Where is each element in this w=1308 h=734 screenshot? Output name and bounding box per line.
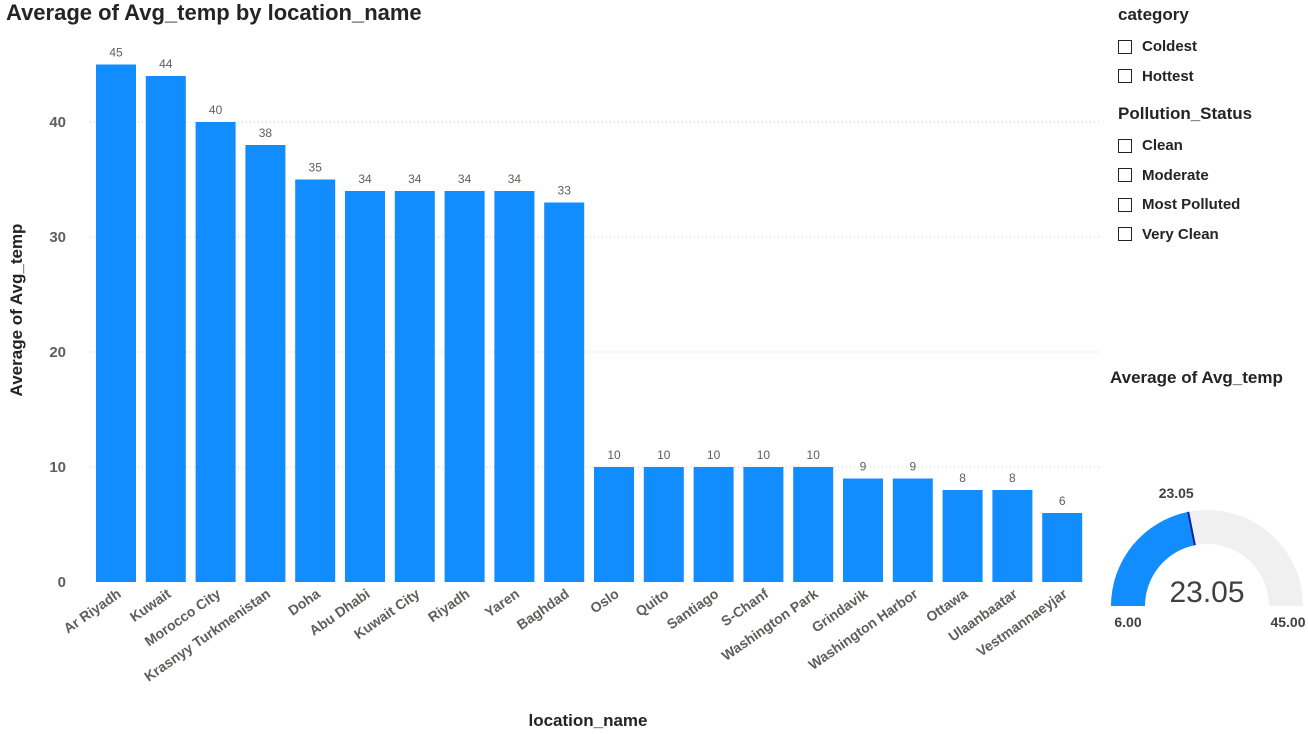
data-label: 40 — [209, 103, 223, 117]
gauge-value: 23.05 — [1169, 576, 1244, 609]
bar — [643, 467, 684, 582]
x-tick-label: Yaren — [482, 585, 522, 620]
y-tick-label: 0 — [58, 574, 66, 591]
bar — [195, 122, 236, 582]
data-label: 33 — [558, 184, 572, 198]
pollution-status-slicer-title: Pollution_Status — [1118, 104, 1253, 123]
slicer-item-label: Most Polluted — [1142, 196, 1241, 214]
bar — [295, 179, 336, 582]
slicer-item-moderate[interactable]: Moderate — [1118, 161, 1252, 191]
data-label: 10 — [707, 448, 721, 462]
gauge-min-label: 6.00 — [1114, 614, 1141, 630]
checkbox-icon[interactable] — [1118, 39, 1132, 54]
data-label: 44 — [159, 57, 173, 71]
gauge-title: Average of Avg_temp — [1110, 368, 1283, 387]
data-label: 45 — [109, 46, 123, 60]
data-label: 8 — [1009, 471, 1016, 485]
x-tick-label: Oslo — [587, 585, 622, 616]
grid-lines — [90, 121, 1100, 468]
y-axis-title: Average of Avg_temp — [7, 224, 26, 397]
x-tick-label: Riyadh — [425, 585, 472, 625]
bar — [544, 202, 585, 582]
bar — [793, 467, 834, 582]
category-slicer-title: category — [1118, 5, 1189, 24]
y-tick-label: 30 — [49, 229, 66, 246]
checkbox-icon[interactable] — [1118, 197, 1132, 212]
slicer-item-coldest[interactable]: Coldest — [1118, 32, 1197, 62]
slicer-item-clean[interactable]: Clean — [1118, 131, 1252, 161]
category-slicer: category Coldest Hottest — [1118, 4, 1197, 91]
y-tick-label: 40 — [49, 114, 66, 131]
bar — [594, 467, 634, 582]
bar — [145, 76, 186, 582]
data-label: 10 — [757, 448, 771, 462]
checkbox-icon[interactable] — [1118, 227, 1132, 242]
data-label: 10 — [607, 448, 621, 462]
slicer-item-very-clean[interactable]: Very Clean — [1118, 220, 1252, 250]
data-label: 10 — [657, 448, 671, 462]
checkbox-icon[interactable] — [1118, 138, 1132, 153]
slicer-item-label: Moderate — [1142, 166, 1209, 184]
bar-chart: 0 10 20 30 40 45 44 40 38 35 34 34 34 34 33 10 10 10 10 10… — [7, 46, 1100, 730]
data-labels: 45 44 40 38 35 34 34 34 34 33 10 10 10 10 10 9 9 8 8 6 — [109, 46, 1066, 509]
gauge-fill — [1111, 511, 1195, 606]
x-tick-label: Baghdad — [514, 585, 572, 632]
bar — [345, 191, 385, 582]
data-label: 34 — [358, 172, 372, 186]
checkbox-icon[interactable] — [1118, 168, 1132, 183]
bar — [992, 490, 1033, 582]
bar — [494, 191, 535, 582]
gauge-target-label: 23.05 — [1159, 485, 1194, 501]
x-tick-label: Vestmannaeyjar — [973, 585, 1070, 660]
bar — [892, 478, 933, 582]
data-label: 34 — [408, 172, 422, 186]
slicer-item-most-polluted[interactable]: Most Polluted — [1118, 190, 1252, 220]
bar — [394, 191, 435, 582]
pollution-status-slicer: Pollution_Status Clean Moderate Most Pol… — [1118, 103, 1252, 249]
bar — [245, 145, 286, 582]
bar — [942, 490, 983, 582]
slicer-item-label: Hottest — [1142, 67, 1194, 85]
y-tick-label: 20 — [49, 344, 66, 361]
x-tick-label: Ar Riyadh — [60, 585, 123, 636]
slicer-item-label: Coldest — [1142, 38, 1198, 56]
bar — [693, 467, 734, 582]
slicer-item-hottest[interactable]: Hottest — [1118, 62, 1197, 92]
gauge-chart: 23.05 23.05 6.00 45.00 — [1111, 485, 1306, 630]
slicer-item-label: Very Clean — [1142, 225, 1219, 243]
bar — [843, 478, 883, 582]
data-label: 35 — [309, 161, 323, 175]
x-tick-label: Quito — [632, 585, 671, 619]
data-label: 38 — [259, 126, 273, 140]
bar — [1042, 513, 1083, 582]
data-label: 10 — [807, 448, 821, 462]
x-tick-label: Santiago — [664, 585, 722, 632]
gauge-target-marker — [1187, 511, 1196, 546]
bars — [96, 64, 1083, 582]
gauge-max-label: 45.00 — [1270, 614, 1305, 630]
data-label: 8 — [959, 471, 966, 485]
data-label: 6 — [1059, 494, 1066, 508]
data-label: 34 — [458, 172, 472, 186]
data-label: 34 — [508, 172, 522, 186]
x-axis-title: location_name — [528, 711, 647, 730]
bar — [444, 191, 485, 582]
slicer-item-label: Clean — [1142, 137, 1183, 155]
bar — [96, 64, 136, 582]
y-axis-ticks: 0 10 20 30 40 — [49, 114, 66, 591]
checkbox-icon[interactable] — [1118, 69, 1132, 84]
data-label: 9 — [860, 460, 867, 474]
bar — [743, 467, 784, 582]
y-tick-label: 10 — [49, 459, 66, 476]
chart-title: Average of Avg_temp by location_name — [6, 0, 422, 25]
data-label: 9 — [909, 460, 916, 474]
x-tick-label: Doha — [285, 585, 323, 618]
